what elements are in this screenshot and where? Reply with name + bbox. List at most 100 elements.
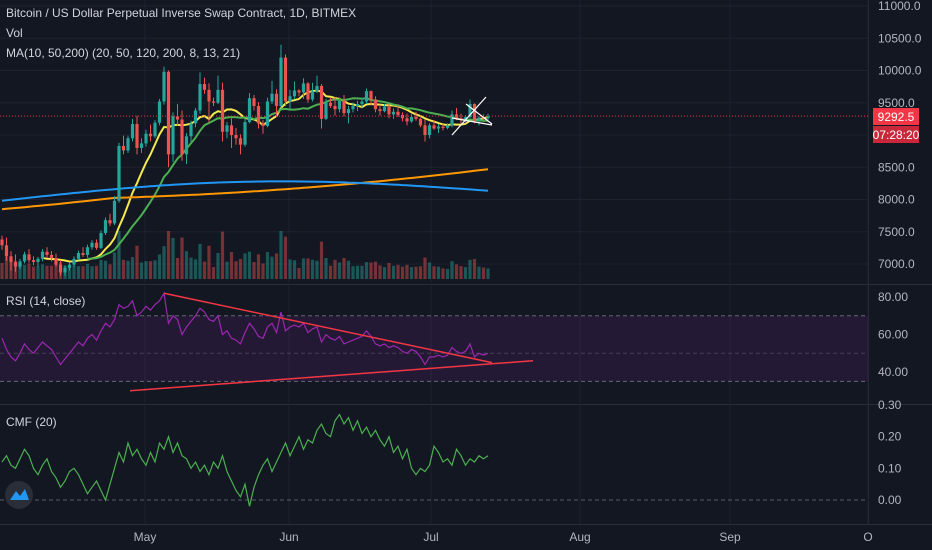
volume-bar xyxy=(486,268,490,279)
candle xyxy=(459,113,463,124)
volume-bar xyxy=(76,266,81,279)
time-tick-label: O xyxy=(863,530,872,544)
candle-body xyxy=(103,220,108,234)
candle xyxy=(405,113,409,126)
candle-body xyxy=(418,118,423,126)
volume-bar xyxy=(387,263,391,279)
candle-body xyxy=(427,125,432,135)
candle xyxy=(337,97,342,113)
price-axis[interactable]: 11000.010500.010000.09500.09000.08500.08… xyxy=(878,0,922,507)
candle-body xyxy=(180,119,184,155)
candle-body xyxy=(396,111,400,116)
volume-bar xyxy=(346,260,351,279)
candle-body xyxy=(351,105,355,110)
volume-bar xyxy=(256,254,261,279)
candle-body xyxy=(364,91,369,102)
candle-body xyxy=(423,125,427,135)
volume-bar xyxy=(216,253,220,279)
candle-body xyxy=(144,133,148,144)
candle xyxy=(49,251,54,262)
candle-body xyxy=(436,126,441,129)
candle-body xyxy=(360,101,364,105)
candle xyxy=(85,244,90,258)
drawing-line[interactable] xyxy=(451,117,493,126)
candle-body xyxy=(54,258,58,265)
cmf-tick-label: 0.20 xyxy=(878,430,902,444)
candle-body xyxy=(162,71,166,102)
candle xyxy=(283,54,288,106)
candle xyxy=(423,119,427,142)
candle xyxy=(274,89,279,117)
volume-bar xyxy=(81,266,85,279)
candle xyxy=(148,124,153,142)
candle-body xyxy=(130,124,135,139)
candle-body xyxy=(468,104,472,117)
rsi-trendline-upper[interactable] xyxy=(163,292,493,364)
volume-bar xyxy=(270,256,274,279)
candle-body xyxy=(157,101,162,123)
candle xyxy=(99,230,103,250)
volume-bar xyxy=(153,260,157,279)
drawing-line[interactable] xyxy=(451,96,487,136)
candle-body xyxy=(306,83,310,100)
time-tick-label: May xyxy=(134,530,157,544)
candle-body xyxy=(171,116,175,155)
candle xyxy=(36,256,40,267)
candle-body xyxy=(247,98,252,123)
candle xyxy=(18,258,22,270)
candle xyxy=(378,104,382,116)
volume-bar xyxy=(90,266,94,279)
drawn-triangle[interactable] xyxy=(451,96,493,136)
candle xyxy=(31,256,36,266)
volume-bar xyxy=(481,267,486,279)
candle xyxy=(486,113,490,121)
price-pane[interactable] xyxy=(0,44,868,279)
candle xyxy=(121,135,126,155)
drawing-line[interactable] xyxy=(465,103,493,125)
candle-body xyxy=(292,90,297,97)
volume-bar xyxy=(382,267,387,279)
volume-bar xyxy=(324,258,328,279)
candle xyxy=(72,256,76,267)
candle-body xyxy=(387,106,391,115)
cmf-tick-label: 0.10 xyxy=(878,461,902,475)
volume-bar xyxy=(148,261,153,279)
rsi-tick-label: 40.00 xyxy=(878,365,908,379)
candle-body xyxy=(333,105,337,110)
candle-body xyxy=(198,84,202,111)
volume-bar xyxy=(432,266,436,279)
candle xyxy=(175,104,180,126)
price-tick-label: 8500.0 xyxy=(878,160,915,174)
volume-bar xyxy=(0,263,4,279)
candle-body xyxy=(297,90,301,93)
volume-bar xyxy=(27,263,31,279)
tradingview-logo[interactable] xyxy=(5,481,33,509)
volume-bar xyxy=(166,231,171,279)
time-axis[interactable]: May Jun Jul Aug Sep O xyxy=(134,530,873,544)
candle-body xyxy=(279,57,283,106)
candle xyxy=(436,124,441,134)
candle xyxy=(328,97,333,108)
candle-body xyxy=(324,102,328,119)
volume-bar xyxy=(436,266,441,279)
volume-bar xyxy=(207,245,211,279)
cmf-pane[interactable] xyxy=(0,413,868,507)
ma-orange-line xyxy=(1,168,489,211)
candle xyxy=(288,89,292,110)
candle xyxy=(301,78,306,99)
rsi-trendline-lower[interactable] xyxy=(129,360,534,392)
candle-body xyxy=(135,124,139,148)
candle xyxy=(360,97,364,108)
volume-bar xyxy=(49,265,54,279)
candle xyxy=(76,250,81,261)
candle xyxy=(153,120,157,139)
volume-bar xyxy=(445,268,450,279)
candle xyxy=(27,249,31,263)
candle-body xyxy=(184,136,189,155)
ma-label: MA(10, 50,200) (20, 50, 120, 200, 8, 13,… xyxy=(6,46,240,60)
volume-bar xyxy=(54,263,58,279)
volume-bar xyxy=(103,260,108,279)
candle-body xyxy=(121,145,126,151)
rsi-pane[interactable] xyxy=(0,291,868,392)
